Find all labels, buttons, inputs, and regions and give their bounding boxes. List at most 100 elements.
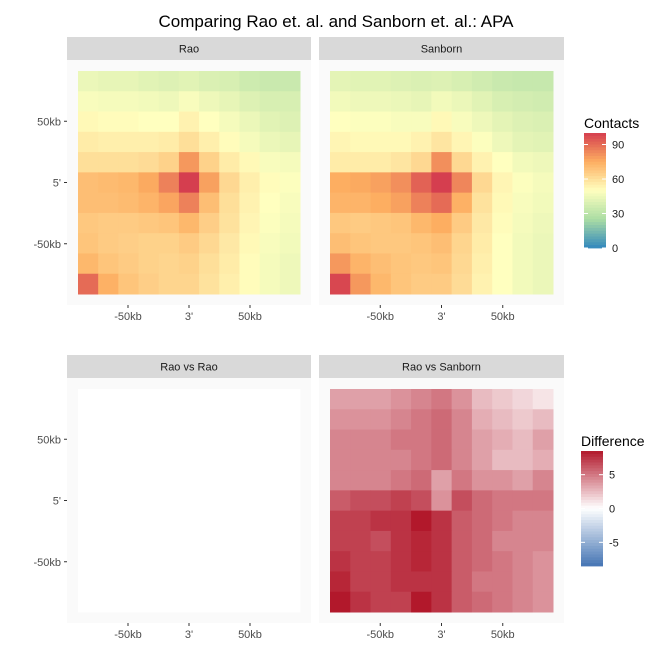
heatmap-cell <box>451 490 473 512</box>
colorbar-step <box>584 153 606 157</box>
legend-break-label: 30 <box>612 209 624 221</box>
colorbar-step <box>581 537 603 541</box>
heatmap-cell <box>350 253 372 275</box>
heatmap-cell <box>492 551 513 572</box>
panel-rao-vs-rao: Rao vs Rao -50kb 3' 50kb 50kb 5' -50kb <box>33 355 311 641</box>
heatmap-cell <box>512 490 534 512</box>
heatmap-cell <box>219 449 240 471</box>
heatmap-cell <box>178 409 200 431</box>
heatmap-cell <box>178 530 200 552</box>
heatmap-cell <box>471 389 493 410</box>
colorbar-step <box>581 554 603 558</box>
heatmap-cell <box>431 131 453 153</box>
colorbar-step <box>581 531 603 535</box>
heatmap-cell <box>370 490 392 512</box>
heatmap-cell <box>239 91 261 113</box>
colorbar-step <box>581 479 603 484</box>
heatmap-cell <box>532 449 554 471</box>
heatmap-cell <box>350 510 372 532</box>
colorbar-step <box>581 528 603 532</box>
legend-break-label: -5 <box>609 537 619 549</box>
heatmap-cell <box>512 449 534 471</box>
heatmap-cell <box>451 91 473 113</box>
colorbar-step <box>581 476 603 481</box>
heatmap-cell <box>259 152 281 173</box>
heatmap-cell <box>219 172 240 194</box>
heatmap-cell <box>199 409 220 431</box>
colorbar-step <box>581 517 603 521</box>
heatmap-cell <box>512 131 534 153</box>
heatmap-cell <box>411 111 432 133</box>
panel-sanborn: Sanborn -50kb 3' 50kb <box>319 37 564 323</box>
heatmap-cell <box>138 429 160 451</box>
heatmap-cell <box>390 429 412 451</box>
heatmap-cell <box>239 551 261 572</box>
heatmap-cell <box>199 152 220 173</box>
heatmap-cell <box>471 111 493 133</box>
heatmap-cell <box>178 111 200 133</box>
heatmap-cell <box>390 389 412 410</box>
heatmap-cell <box>330 470 351 491</box>
heatmap-cell <box>492 273 513 295</box>
heatmap-cell <box>431 71 453 92</box>
colorbar-step <box>581 482 603 486</box>
heatmap-cell <box>259 212 281 234</box>
heatmap-cell <box>158 530 180 552</box>
colorbar-step <box>584 161 606 166</box>
heatmap-cell <box>98 192 119 214</box>
heatmap-cell <box>370 409 392 431</box>
heatmap-cell <box>78 470 99 491</box>
heatmap-cell <box>390 273 412 295</box>
legend-break-label: 5 <box>609 470 615 482</box>
legend-contacts-title: Contacts <box>584 115 639 131</box>
colorbar-step <box>584 181 606 186</box>
colorbar-step <box>584 170 606 174</box>
heatmap-cell <box>532 71 554 92</box>
heatmap-cell <box>219 273 240 295</box>
heatmap-cell <box>492 389 513 410</box>
x-tick-label: 50kb <box>491 311 515 323</box>
heatmap-cell <box>512 591 534 613</box>
heatmap-cell <box>532 510 554 532</box>
heatmap-cell <box>492 131 513 153</box>
heatmap-cell <box>451 233 473 254</box>
heatmap-cell <box>451 510 473 532</box>
colorbar-step <box>584 199 606 203</box>
heatmap-cell <box>330 192 351 214</box>
heatmap-cell <box>370 389 392 410</box>
heatmap-cell <box>118 389 140 410</box>
heatmap-cell <box>98 530 119 552</box>
heatmap-cell <box>239 71 261 92</box>
heatmap-cell <box>138 172 160 194</box>
heatmap-cell <box>431 172 453 194</box>
heatmap-cell <box>350 91 372 113</box>
heatmap-cell <box>259 571 281 593</box>
heatmap-cell <box>512 510 534 532</box>
heatmap-cell <box>199 71 220 92</box>
heatmap-cell <box>492 571 513 593</box>
heatmap-cell <box>259 233 281 254</box>
heatmap-cell <box>350 233 372 254</box>
heatmap-cell <box>78 212 99 234</box>
heatmap-cell <box>431 490 453 512</box>
heatmap-cell <box>471 449 493 471</box>
heatmap-cell <box>532 212 554 234</box>
heatmap-cell <box>471 273 493 295</box>
heatmap-cell <box>98 551 119 572</box>
heatmap-cell <box>239 131 261 153</box>
heatmap-cell <box>138 71 160 92</box>
colorbar-step <box>584 173 606 177</box>
heatmap-cell <box>350 212 372 234</box>
y-tick-label: 50kb <box>37 434 61 446</box>
panel-strip <box>67 37 311 60</box>
heatmap-cell <box>390 470 412 491</box>
colorbar-step <box>581 462 603 466</box>
heatmap-cell <box>98 591 119 613</box>
heatmap-cell <box>98 91 119 113</box>
heatmap-cell <box>492 233 513 254</box>
heatmap-cell <box>532 409 554 431</box>
heatmap-cell <box>330 409 351 431</box>
colorbar-step <box>581 468 603 472</box>
colorbar-step <box>584 210 606 214</box>
heatmap-cell <box>390 253 412 275</box>
